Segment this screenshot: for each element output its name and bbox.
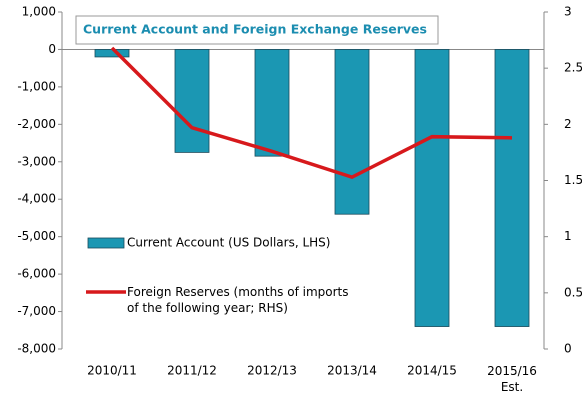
x-tick-label: 2011/12 [167, 364, 217, 378]
y2-tick-label: 2.5 [564, 61, 582, 75]
y-tick-label: -6,000 [17, 267, 56, 281]
y-tick-label: 1,000 [22, 5, 56, 19]
y-tick-label: -7,000 [17, 304, 56, 318]
y-tick-label: -3,000 [17, 154, 56, 168]
x-tick-label: 2014/15 [407, 364, 457, 378]
y2-tick-label: 1.5 [564, 173, 582, 187]
legend-label: Foreign Reserves (months of imports of th… [127, 285, 349, 315]
y2-tick-label: 0.5 [564, 285, 582, 299]
chart-title: Current Account and Foreign Exchange Res… [83, 22, 427, 37]
x-tick-label: 2012/13 [247, 364, 297, 378]
bar [334, 49, 370, 215]
y2-tick-label: 0 [564, 342, 572, 356]
y-tick-label: 0 [48, 42, 56, 56]
legend-swatch [87, 237, 125, 249]
y2-tick-label: 3 [564, 5, 572, 19]
bar [94, 49, 130, 58]
y-tick-label: -5,000 [17, 229, 56, 243]
y-tick-label: -2,000 [17, 117, 56, 131]
bar [254, 49, 290, 157]
y2-tick-label: 1 [564, 229, 572, 243]
y-tick-label: -4,000 [17, 192, 56, 206]
bar [414, 49, 450, 327]
legend-label: Current Account (US Dollars, LHS) [127, 236, 330, 250]
y2-tick-label: 2 [564, 117, 572, 131]
title-box [75, 15, 439, 45]
x-tick-label: 2010/11 [87, 364, 137, 378]
x-tick-label: 2013/14 [327, 364, 377, 378]
bar [494, 49, 530, 327]
y-tick-label: -8,000 [17, 342, 56, 356]
line [110, 46, 513, 180]
y-tick-label: -1,000 [17, 79, 56, 93]
x-tick-label: 2015/16 Est. [487, 364, 537, 394]
bar [174, 49, 210, 153]
